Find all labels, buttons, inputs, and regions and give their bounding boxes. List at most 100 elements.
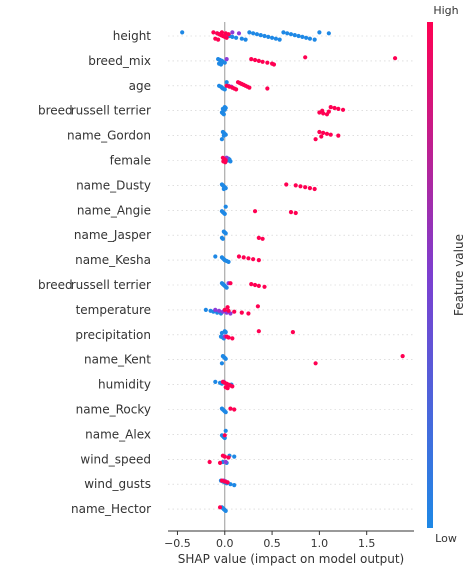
shap-point [223, 330, 228, 335]
shap-point [256, 58, 261, 64]
feature-label: humidity [98, 378, 151, 392]
shap-point [336, 106, 341, 111]
shap-point [273, 36, 278, 41]
shap-point [232, 454, 237, 459]
shap-point [317, 129, 322, 135]
shap-point [328, 132, 333, 137]
x-tick-label: 0.0 [216, 537, 234, 550]
shap-point [219, 137, 225, 142]
shap-point [285, 31, 290, 36]
shap-point [219, 330, 225, 336]
shap-point [328, 105, 333, 110]
shap-point [219, 361, 225, 366]
shap-point [222, 211, 227, 216]
shap-point [221, 133, 226, 138]
feature-label: temperature [76, 303, 151, 317]
shap-point [223, 356, 228, 361]
shap-point [249, 57, 254, 62]
shap-point [223, 428, 228, 433]
feature-label: russell terrier [71, 278, 151, 292]
shap-point [230, 30, 235, 35]
shap-point [246, 256, 251, 261]
shap-point [226, 455, 231, 460]
shap-point [221, 112, 226, 117]
shap-point [256, 235, 261, 240]
shap-point [281, 30, 286, 35]
shap-point [300, 34, 305, 40]
shap-point [293, 183, 298, 188]
shap-point [225, 305, 230, 310]
shap-point [307, 36, 313, 41]
shap-point [288, 210, 294, 215]
feature-label: wind_speed [80, 452, 151, 466]
shap-point [218, 62, 224, 67]
shap-point [232, 483, 237, 488]
shap-point [313, 137, 318, 142]
shap-point [239, 310, 244, 315]
feature-label: name_Kesha [75, 253, 151, 267]
shap-point [222, 107, 227, 112]
shap-point [228, 159, 233, 164]
shap-point [303, 185, 308, 190]
shap-point [293, 210, 298, 216]
shap-point [228, 281, 233, 286]
shap-point [296, 33, 301, 39]
shap-point [239, 36, 244, 41]
shap-point [226, 32, 231, 37]
shap-point [400, 354, 405, 359]
colorbar: High Low Feature value [427, 4, 466, 545]
feature-label: russell terrier [71, 104, 151, 118]
x-tick-label: −0.5 [164, 537, 191, 550]
shap-point [254, 32, 260, 37]
shap-point [307, 186, 313, 191]
shap-point [234, 35, 239, 40]
shap-point [222, 454, 227, 459]
shap-point [336, 133, 341, 138]
shap-point [319, 134, 324, 139]
shap-point [226, 335, 231, 340]
shap-point [180, 30, 185, 35]
shap-point [236, 31, 242, 36]
shap-point [230, 384, 235, 389]
shap-point [222, 433, 227, 438]
shap-point [225, 386, 230, 391]
shap-point [252, 209, 258, 214]
shap-point [228, 406, 233, 411]
shap-point [312, 37, 317, 42]
feature-label: name_Alex [85, 427, 151, 441]
shap-point [340, 107, 346, 112]
shap-point [321, 130, 326, 135]
feature-label: name_Dusty [76, 178, 151, 192]
shap-point [277, 37, 282, 42]
shap-point [223, 231, 228, 236]
shap-point [392, 56, 398, 61]
shap-point [217, 505, 223, 510]
colorbar-low-label: Low [435, 532, 457, 545]
shap-point [271, 62, 277, 67]
x-tick-label: 0.5 [263, 537, 281, 550]
shap-point [236, 254, 242, 259]
feature-label: name_Angie [77, 203, 151, 217]
shap-point [221, 186, 226, 192]
shap-point [224, 57, 229, 62]
shap-point [224, 285, 229, 290]
shap-point [223, 204, 228, 209]
shap-point [222, 60, 227, 65]
feature-label: female [110, 154, 151, 168]
shap-point [217, 460, 223, 465]
shap-point [304, 35, 309, 40]
shap-point [324, 131, 330, 136]
shap-point [207, 459, 212, 465]
shap-point [226, 259, 231, 264]
shap-point [251, 257, 256, 262]
shap-point [247, 85, 252, 90]
feature-label: name_Gordon [67, 129, 151, 143]
shap-point [320, 108, 325, 113]
shap-point [219, 30, 225, 35]
shap-point [216, 308, 222, 313]
feature-label-prefix: breed [38, 104, 73, 118]
shap-point [223, 508, 228, 513]
shap-point [225, 480, 230, 485]
shap-point [222, 87, 227, 92]
